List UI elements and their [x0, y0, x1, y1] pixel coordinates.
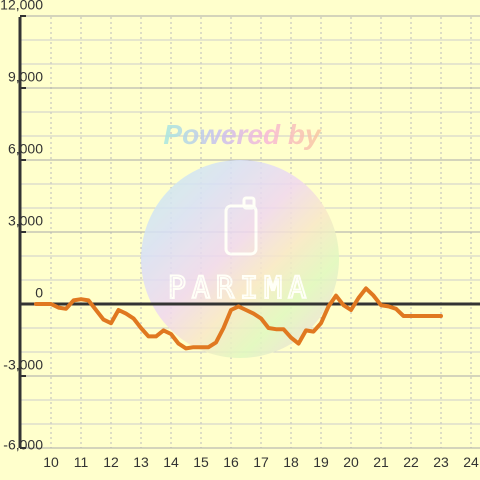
watermark-phone-speaker	[242, 196, 256, 210]
data-point	[207, 345, 210, 349]
data-point	[327, 304, 330, 308]
data-point	[49, 302, 53, 306]
x-tick-label: 14	[163, 454, 179, 470]
data-point	[57, 306, 60, 310]
watermark-phone-icon	[224, 204, 258, 256]
x-tick-label: 19	[313, 454, 329, 470]
data-point	[424, 314, 428, 318]
data-point	[349, 308, 353, 312]
data-point	[387, 304, 390, 308]
data-point	[214, 340, 218, 344]
data-point	[409, 314, 413, 318]
data-point	[102, 318, 105, 322]
data-point	[109, 321, 113, 325]
data-point	[364, 286, 368, 290]
axes	[18, 15, 480, 449]
x-tick-label: 10	[43, 454, 59, 470]
data-point	[432, 314, 435, 318]
data-point	[312, 330, 315, 334]
y-tick-label: 0	[35, 285, 43, 301]
y-tick-label: 12,000	[0, 0, 43, 13]
data-point	[177, 342, 180, 346]
data-point	[184, 346, 188, 350]
data-point	[147, 334, 150, 338]
data-point	[87, 298, 90, 302]
data-point	[94, 308, 98, 312]
data-point	[267, 326, 270, 330]
x-tick-label: 13	[133, 454, 149, 470]
data-point	[334, 294, 338, 298]
watermark-hologram-disc	[141, 160, 339, 358]
data-point	[357, 296, 360, 300]
data-point	[289, 336, 293, 340]
y-tick-label: 9,000	[8, 69, 43, 85]
data-point	[244, 308, 248, 312]
x-tick-label: 21	[373, 454, 389, 470]
data-point	[229, 308, 233, 312]
data-point	[379, 303, 383, 307]
data-point	[79, 297, 83, 301]
data-point	[342, 303, 345, 307]
data-point	[394, 307, 398, 311]
x-tick-label: 24	[463, 454, 479, 470]
y-tick-label: 6,000	[8, 141, 43, 157]
x-tick-label: 16	[223, 454, 239, 470]
data-point	[169, 332, 173, 336]
x-tick-label: 12	[103, 454, 119, 470]
watermark-powered-by: Powered by	[163, 119, 322, 150]
data-point	[72, 298, 75, 302]
data-point	[297, 342, 300, 346]
x-tick-label: 15	[193, 454, 209, 470]
data-point	[192, 345, 195, 349]
x-tick-label: 11	[74, 454, 89, 470]
x-tick-label: 22	[403, 454, 419, 470]
data-point	[34, 302, 38, 306]
data-point	[252, 312, 255, 316]
x-tick-label: 23	[433, 454, 449, 470]
data-point	[372, 294, 375, 298]
data-point	[124, 312, 128, 316]
data-point	[222, 326, 225, 330]
data-point	[274, 327, 278, 331]
x-tick-label: 18	[283, 454, 299, 470]
watermark: PARIMA Powered by	[141, 119, 339, 358]
tick-labels: 10 11 12 13 14 15 16 17 18 19 20 21 22 23 24 -6,000 -3,0…	[0, 0, 479, 470]
data-point	[64, 307, 68, 311]
data-point	[237, 304, 240, 308]
data-point	[282, 327, 285, 331]
series	[34, 286, 443, 351]
y-tick-label: -6,000	[3, 437, 43, 453]
data-point	[139, 326, 143, 330]
data-point	[117, 308, 120, 312]
data-point	[132, 316, 135, 320]
data-point	[319, 321, 323, 325]
data-point	[439, 314, 443, 318]
data-point	[162, 328, 165, 332]
data-point	[417, 314, 420, 318]
data-point	[402, 314, 405, 318]
data-point	[304, 328, 308, 332]
watermark-name: PARIMA	[168, 271, 312, 306]
data-point	[199, 345, 203, 349]
y-tick-label: 3,000	[8, 213, 43, 229]
data-point	[154, 334, 158, 338]
x-tick-label: 17	[253, 454, 269, 470]
data-point	[259, 316, 263, 320]
y-tick-label: -3,000	[3, 357, 43, 373]
x-tick-label: 20	[343, 454, 359, 470]
